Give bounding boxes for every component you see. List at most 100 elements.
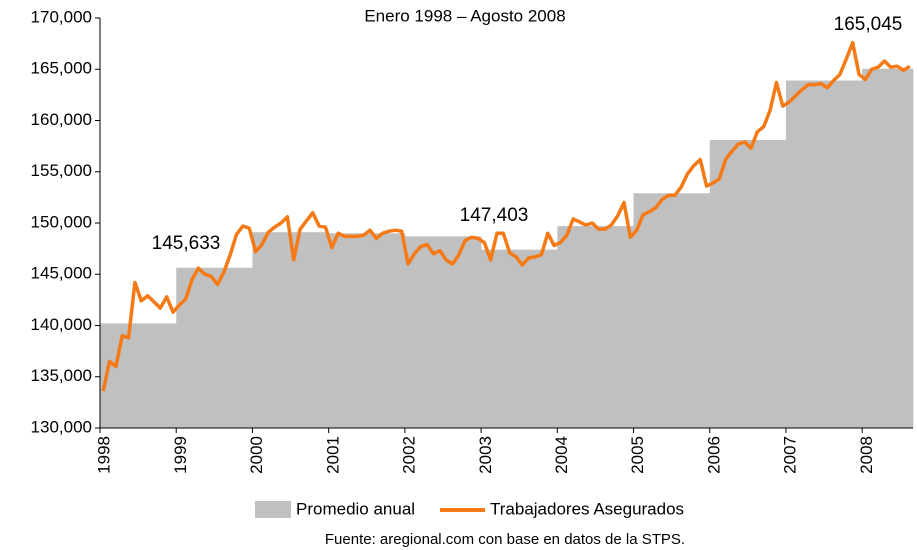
bar <box>703 193 711 428</box>
bar <box>773 139 781 428</box>
bar <box>665 193 673 428</box>
bar <box>792 80 800 429</box>
annotation: 147,403 <box>460 205 529 226</box>
y-tick-label: 130,000 <box>31 417 92 436</box>
line <box>101 40 911 392</box>
bar <box>709 139 717 428</box>
bar <box>893 68 901 428</box>
bar <box>328 233 336 428</box>
bar <box>150 323 158 428</box>
bar <box>157 323 164 428</box>
bar <box>697 193 704 428</box>
bar <box>474 236 482 428</box>
bar <box>481 249 488 428</box>
bar <box>449 236 457 428</box>
bar <box>398 233 406 428</box>
x-tick-label: 1999 <box>171 436 190 474</box>
bar <box>125 323 133 428</box>
x-tick-label: 2006 <box>704 436 723 474</box>
y-tick-label: 145,000 <box>31 264 92 283</box>
bar <box>843 80 850 429</box>
bar <box>633 193 641 428</box>
bar <box>538 249 546 428</box>
bar <box>182 267 190 428</box>
bar <box>322 232 330 428</box>
bar <box>849 80 857 429</box>
bar <box>836 80 844 429</box>
bar <box>500 249 507 428</box>
y-tick-label: 135,000 <box>31 366 92 385</box>
bar <box>258 232 266 428</box>
bar <box>392 233 399 428</box>
bar <box>411 236 418 428</box>
source: Fuente: aregional.com con base en datos … <box>325 531 685 548</box>
bar <box>550 249 558 428</box>
bar <box>366 233 374 428</box>
bar <box>531 249 539 428</box>
bar <box>106 323 114 428</box>
bar <box>169 323 177 428</box>
bar <box>754 139 761 428</box>
bar <box>766 139 774 428</box>
bar <box>570 226 577 428</box>
bar <box>519 249 526 428</box>
bar <box>119 323 126 428</box>
bar <box>315 232 323 428</box>
bar <box>246 267 253 428</box>
bar <box>112 323 120 428</box>
annotation: 165,045 <box>834 14 903 35</box>
bar <box>805 80 812 429</box>
bar <box>563 226 571 428</box>
bar <box>582 226 590 428</box>
bar <box>716 139 723 428</box>
bar <box>658 193 666 428</box>
bar <box>455 236 463 428</box>
bar <box>862 68 869 428</box>
bar <box>417 236 425 428</box>
x-tick-label: 1998 <box>95 436 114 474</box>
bar <box>214 267 222 428</box>
bar <box>436 236 444 428</box>
bar <box>188 267 196 428</box>
bar <box>760 139 768 428</box>
y-tick-label: 150,000 <box>31 212 92 231</box>
bar <box>620 226 628 428</box>
legend-label: Promedio anual <box>296 499 415 518</box>
bar <box>385 233 393 428</box>
legend-swatch <box>255 501 291 518</box>
bar <box>830 80 838 429</box>
bar <box>201 267 209 428</box>
y-tick-label: 155,000 <box>31 161 92 180</box>
y-tick-label: 140,000 <box>31 315 92 334</box>
bar <box>347 233 355 428</box>
bar <box>785 80 793 429</box>
bar <box>779 139 787 428</box>
bar <box>544 249 552 428</box>
bar <box>100 323 107 428</box>
bar <box>614 226 622 428</box>
bar <box>252 232 260 428</box>
bar <box>354 233 361 428</box>
x-tick-label: 2003 <box>476 436 495 474</box>
bar <box>462 236 469 428</box>
bar <box>227 267 234 428</box>
x-tick-label: 2000 <box>247 436 266 474</box>
bar <box>824 80 831 429</box>
bar <box>512 249 520 428</box>
bar <box>487 249 495 428</box>
bar <box>900 68 908 428</box>
bar <box>360 233 368 428</box>
bar <box>144 323 152 428</box>
bar <box>176 267 183 428</box>
bar <box>290 232 298 428</box>
bar <box>728 139 736 428</box>
y-tick-label: 160,000 <box>31 110 92 129</box>
bar <box>506 249 514 428</box>
x-tick-label: 2002 <box>400 436 419 474</box>
bar <box>677 193 685 428</box>
bar <box>207 267 215 428</box>
bar <box>646 193 653 428</box>
bar <box>442 236 450 428</box>
bar <box>138 323 145 428</box>
